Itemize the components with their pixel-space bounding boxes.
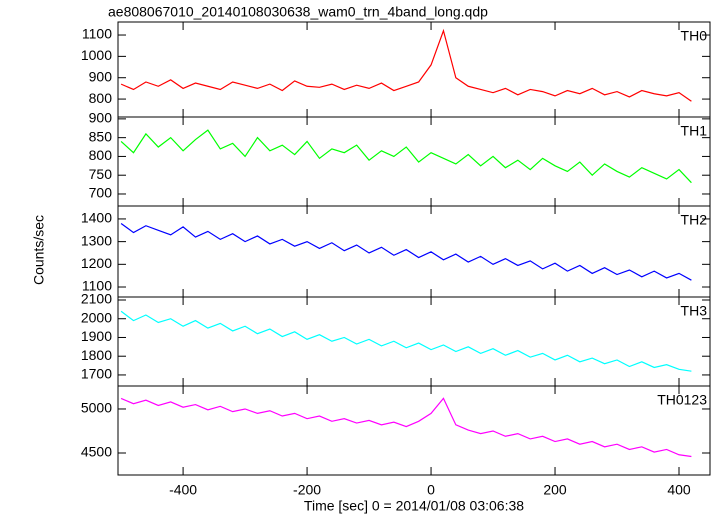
- y-tick-label: 5000: [81, 400, 112, 416]
- y-tick-label: 850: [89, 128, 113, 144]
- y-tick-label: 2100: [81, 291, 112, 307]
- panel-label: TH1: [681, 123, 708, 139]
- y-tick-label: 1900: [81, 328, 112, 344]
- light-curve: [120, 397, 692, 458]
- panel-frame: [117, 205, 711, 298]
- y-tick-label: 1700: [81, 366, 112, 382]
- panel-label: TH0: [681, 28, 708, 44]
- y-tick-label: 1300: [81, 232, 112, 248]
- panel-label: TH2: [681, 212, 708, 228]
- y-tick-label: 750: [89, 166, 113, 182]
- x-tick-label: 200: [543, 482, 567, 498]
- y-tick-label: 4500: [81, 444, 112, 460]
- x-axis-label: Time [sec] 0 = 2014/01/08 03:06:38: [304, 498, 524, 514]
- y-tick-label: 900: [89, 110, 113, 126]
- y-tick-label: 700: [89, 185, 113, 201]
- panel-frame: [117, 385, 711, 476]
- x-tick-label: -400: [169, 482, 197, 498]
- light-curve: [120, 28, 692, 102]
- y-tick-label: 1000: [81, 47, 112, 63]
- panel-label: TH0123: [657, 392, 707, 408]
- y-tick-label: 1100: [82, 26, 112, 42]
- y-tick-label: 800: [89, 90, 113, 106]
- y-axis-label: Counts/sec: [31, 215, 47, 285]
- light-curve: [120, 222, 692, 281]
- y-tick-label: 800: [89, 147, 113, 163]
- x-tick-label: 400: [667, 482, 691, 498]
- panel-frame: [117, 296, 711, 387]
- x-tick-label: 0: [427, 482, 435, 498]
- y-tick-label: 1200: [81, 255, 112, 271]
- light-curve: [120, 129, 692, 184]
- chart-title: ae808067010_20140108030638_wam0_trn_4ban…: [108, 4, 488, 20]
- y-tick-label: 1100: [82, 278, 112, 294]
- y-tick-label: 2000: [81, 309, 112, 325]
- panel-frame: [117, 21, 711, 118]
- light-curve: [120, 310, 692, 372]
- y-tick-label: 1800: [81, 347, 112, 363]
- y-tick-label: 1400: [81, 210, 112, 226]
- panel-label: TH3: [681, 303, 708, 319]
- y-tick-label: 900: [89, 68, 113, 84]
- x-tick-label: -200: [293, 482, 321, 498]
